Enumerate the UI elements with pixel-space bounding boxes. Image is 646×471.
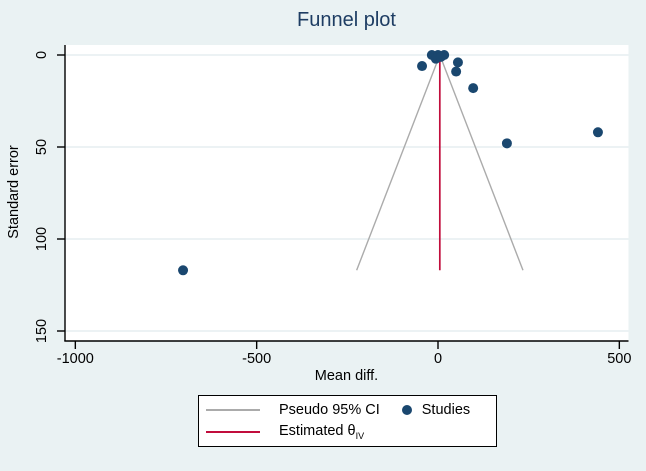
x-axis-label: Mean diff. (314, 368, 379, 384)
x-tick-label-0: 0 (434, 351, 442, 367)
y-tick-label-100: 100 (34, 227, 50, 251)
estimated-theta-subscript: IV (355, 430, 365, 441)
studies-dot-swatch (401, 405, 412, 415)
pseudo-ci-label: Pseudo 95% CI (279, 402, 380, 418)
y-axis-label: Standard error (6, 145, 22, 239)
study-point-8 (451, 66, 462, 77)
legend-row-1: Pseudo 95% CI Studies (199, 399, 496, 421)
chart-title: Funnel plot (297, 9, 396, 31)
estimated-theta-line-swatch (206, 431, 260, 433)
studies-label: Studies (421, 402, 471, 418)
legend-row-2: Estimated θIV (199, 421, 496, 443)
study-point-5 (435, 51, 446, 62)
x-tick-label--1000: -1000 (57, 351, 94, 367)
plot-area (65, 45, 629, 341)
pseudo-ci-line-swatch (206, 409, 260, 411)
study-point-6 (417, 61, 428, 72)
study-point-10 (501, 138, 512, 149)
funnel-ci-line-left (355, 54, 441, 271)
x-tick-label-500: 500 (607, 351, 631, 367)
y-tick-label-150: 150 (34, 319, 50, 343)
legend-box: Pseudo 95% CI Studies Estimated θIV (198, 395, 497, 447)
study-point-9 (468, 83, 479, 94)
estimated-theta-label: Estimated θIV (279, 423, 364, 441)
y-tick-label-0: 0 (34, 51, 50, 59)
study-point-7 (452, 57, 463, 68)
y-tick-label-50: 50 (34, 139, 50, 155)
study-point-12 (178, 265, 189, 276)
study-point-11 (592, 127, 603, 138)
x-tick-label--500: -500 (242, 351, 271, 367)
funnel-ci-line-right (439, 54, 524, 271)
estimated-theta-text: Estimated θ (279, 423, 356, 440)
